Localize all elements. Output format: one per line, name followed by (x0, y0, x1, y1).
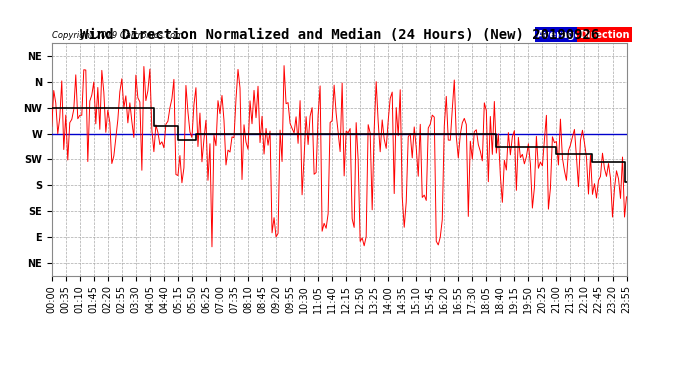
Text: Direction: Direction (580, 30, 630, 40)
Title: Wind Direction Normalized and Median (24 Hours) (New) 20190926: Wind Direction Normalized and Median (24… (79, 28, 599, 42)
Text: Average: Average (538, 30, 582, 40)
Text: Copyright 2019 Cartronics.com: Copyright 2019 Cartronics.com (52, 31, 183, 40)
